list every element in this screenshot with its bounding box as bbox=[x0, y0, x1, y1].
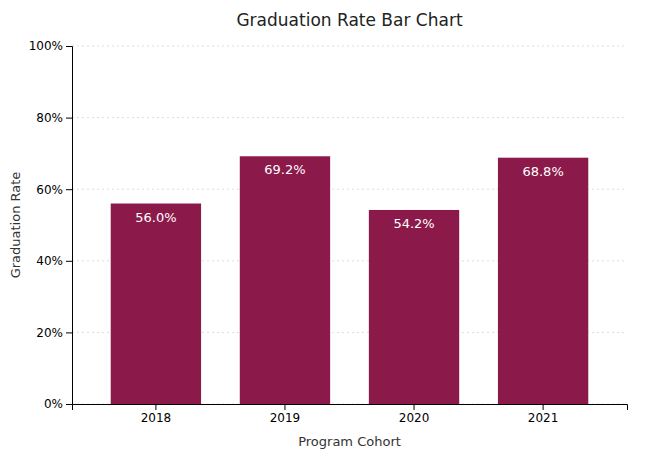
y-tick-mark bbox=[66, 46, 72, 47]
y-axis: 0% 20% 40% 60% 80% 100% bbox=[29, 39, 73, 411]
y-tick-label: 60% bbox=[36, 183, 63, 197]
y-tick: 60% bbox=[36, 183, 72, 197]
y-tick: 40% bbox=[36, 254, 72, 268]
data-labels: 56.0% 69.2% 54.2% 68.8% bbox=[135, 162, 564, 231]
plot-area: 56.0% 69.2% 54.2% 68.8% 2018 2019 2020 2021 0% 20… bbox=[29, 39, 628, 424]
y-tick-mark bbox=[66, 118, 72, 119]
x-axis-line bbox=[73, 405, 628, 411]
title: Graduation Rate Bar Chart bbox=[236, 10, 462, 30]
x-tick-mark bbox=[284, 404, 285, 410]
x-tick: 2021 bbox=[528, 404, 559, 425]
grid-line bbox=[72, 117, 627, 118]
y-tick-label: 100% bbox=[29, 39, 63, 53]
x-tick-mark bbox=[543, 404, 544, 410]
bar bbox=[369, 210, 459, 404]
y-tick: 20% bbox=[36, 326, 72, 340]
x-tick-label: 2018 bbox=[141, 411, 172, 425]
y-tick: 100% bbox=[29, 39, 72, 53]
y-tick: 80% bbox=[36, 111, 72, 125]
bars bbox=[111, 156, 589, 404]
x-tick: 2020 bbox=[399, 404, 430, 425]
grid bbox=[72, 46, 627, 404]
data-label: 68.8% bbox=[522, 164, 563, 179]
y-tick-mark bbox=[66, 261, 72, 262]
x-tick-mark bbox=[414, 404, 415, 410]
data-label: 54.2% bbox=[393, 216, 434, 231]
x-tick-label: 2019 bbox=[270, 411, 301, 425]
y-tick-label: 40% bbox=[36, 254, 63, 268]
y-tick-label: 0% bbox=[44, 397, 63, 411]
y-axis-title: Graduation Rate bbox=[8, 172, 23, 279]
y-tick-label: 80% bbox=[36, 111, 63, 125]
y-tick-mark bbox=[66, 404, 72, 405]
y-tick: 0% bbox=[44, 397, 72, 411]
x-axis: 2018 2019 2020 2021 bbox=[73, 404, 628, 425]
chart: 56.0% 69.2% 54.2% 68.8% 2018 2019 2020 2021 0% 20… bbox=[0, 0, 651, 462]
x-tick-mark bbox=[155, 404, 156, 410]
x-tick-label: 2020 bbox=[399, 411, 430, 425]
y-axis-line bbox=[66, 47, 73, 405]
x-tick-label: 2021 bbox=[528, 411, 559, 425]
x-axis-title: Program Cohort bbox=[298, 434, 401, 449]
x-tick: 2019 bbox=[270, 404, 301, 425]
y-tick-label: 20% bbox=[36, 326, 63, 340]
x-tick: 2018 bbox=[141, 404, 172, 425]
bar bbox=[498, 158, 588, 404]
grid-line bbox=[72, 46, 627, 47]
y-tick-mark bbox=[66, 189, 72, 190]
data-label: 56.0% bbox=[135, 210, 176, 225]
bar bbox=[111, 204, 201, 404]
bar bbox=[240, 156, 330, 404]
y-tick-mark bbox=[66, 332, 72, 333]
data-label: 69.2% bbox=[264, 162, 305, 177]
